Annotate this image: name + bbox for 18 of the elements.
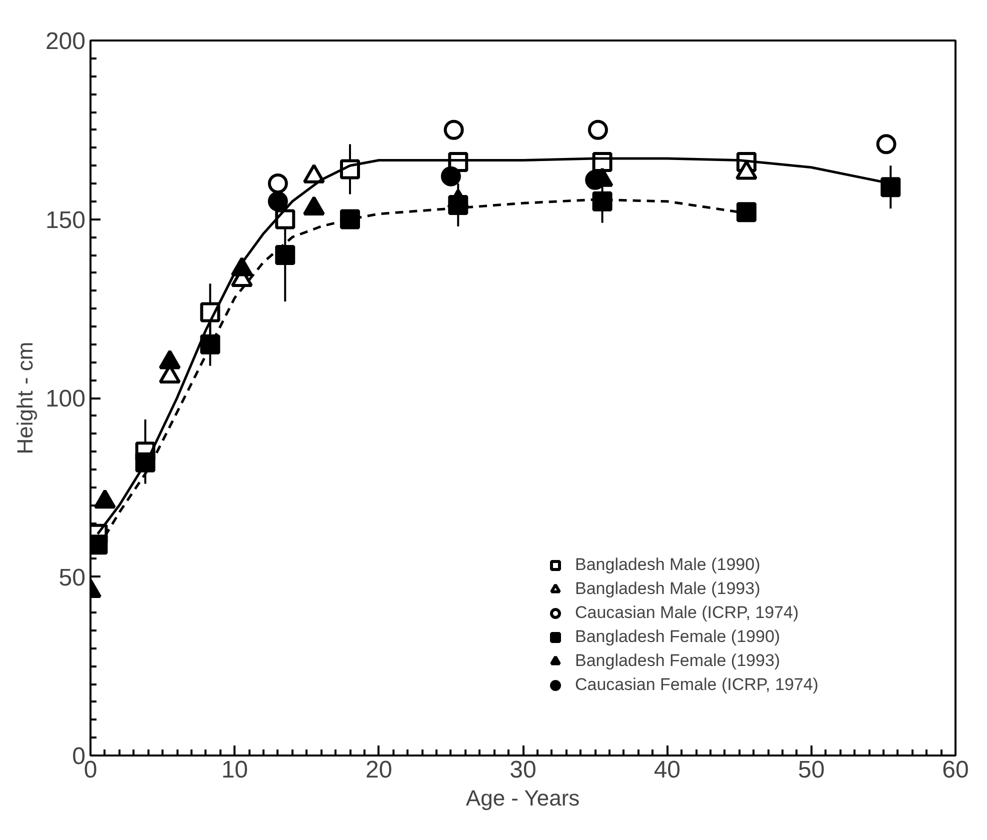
x-tick-label: 40 [654,756,681,784]
legend-label: Bangladesh Female (1993) [575,651,780,671]
y-tick-label: 100 [45,386,86,412]
x-tick-label: 50 [798,756,825,784]
legend-label: Caucasian Male (ICRP, 1974) [575,603,799,623]
x-tick-label: 30 [510,756,536,784]
y-tick-label: 200 [45,28,86,55]
x-tick-label: 60 [942,756,969,784]
legend-label: Bangladesh Female (1990) [575,627,780,647]
y-tick-label: 50 [58,564,86,592]
legend-label: Bangladesh Male (1993) [575,579,760,599]
x-axis-title: Age - Years [466,786,580,810]
x-tick-label: 20 [365,756,392,784]
y-tick-label: 150 [45,206,86,234]
y-axis-title: Height - cm [12,342,38,454]
legend-label: Caucasian Female (ICRP, 1974) [575,675,818,695]
x-tick-label: 10 [221,756,248,784]
legend-label: Bangladesh Male (1990) [575,555,760,575]
